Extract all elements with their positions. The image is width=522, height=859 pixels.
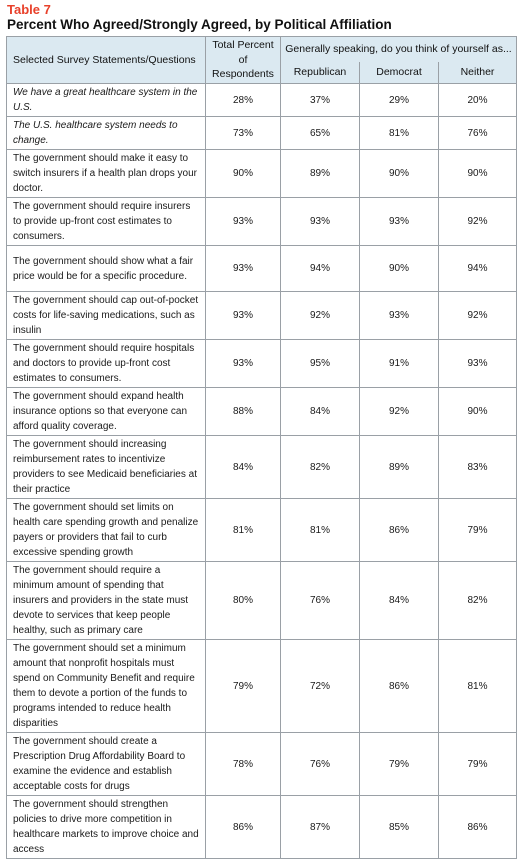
republican-cell: 37%: [280, 83, 360, 117]
democrat-cell: 84%: [359, 561, 439, 640]
total-cell: 28%: [205, 83, 281, 117]
republican-cell: 93%: [280, 197, 360, 246]
republican-cell: 65%: [280, 116, 360, 150]
table-row: The government should increasing reimbur…: [6, 435, 517, 499]
republican-cell: 87%: [280, 795, 360, 859]
total-cell: 84%: [205, 435, 281, 499]
total-cell: 93%: [205, 245, 281, 292]
neither-cell: 90%: [438, 149, 517, 198]
table-row: The government should require hospitals …: [6, 339, 517, 388]
statement-cell: The government should make it easy to sw…: [6, 149, 206, 198]
neither-cell: 93%: [438, 339, 517, 388]
neither-cell: 92%: [438, 291, 517, 340]
democrat-cell: 89%: [359, 435, 439, 499]
democrat-cell: 86%: [359, 498, 439, 562]
table-title: Percent Who Agreed/Strongly Agreed, by P…: [7, 17, 392, 32]
statement-cell: The government should strengthen policie…: [6, 795, 206, 859]
statement-cell: The government should require a minimum …: [6, 561, 206, 640]
table-row: The government should set a minimum amou…: [6, 639, 517, 733]
total-cell: 93%: [205, 197, 281, 246]
total-cell: 88%: [205, 387, 281, 436]
table-row: The government should make it easy to sw…: [6, 149, 517, 198]
neither-cell: 79%: [438, 498, 517, 562]
democrat-cell: 93%: [359, 291, 439, 340]
total-cell: 78%: [205, 732, 281, 796]
republican-cell: 82%: [280, 435, 360, 499]
table-row: The government should require insurers t…: [6, 197, 517, 246]
neither-cell: 83%: [438, 435, 517, 499]
total-cell: 81%: [205, 498, 281, 562]
header-total: Total Percent of Respondents: [205, 36, 281, 84]
statement-cell: The government should require hospitals …: [6, 339, 206, 388]
democrat-cell: 90%: [359, 149, 439, 198]
neither-cell: 92%: [438, 197, 517, 246]
neither-cell: 81%: [438, 639, 517, 733]
democrat-cell: 81%: [359, 116, 439, 150]
republican-cell: 95%: [280, 339, 360, 388]
republican-cell: 84%: [280, 387, 360, 436]
democrat-cell: 85%: [359, 795, 439, 859]
header-statement: Selected Survey Statements/Questions: [6, 36, 206, 84]
neither-cell: 79%: [438, 732, 517, 796]
table-row: We have a great healthcare system in the…: [6, 83, 517, 117]
democrat-cell: 92%: [359, 387, 439, 436]
neither-cell: 94%: [438, 245, 517, 292]
table-row: The government should set limits on heal…: [6, 498, 517, 562]
republican-cell: 89%: [280, 149, 360, 198]
neither-cell: 86%: [438, 795, 517, 859]
democrat-cell: 91%: [359, 339, 439, 388]
table-row: The government should require a minimum …: [6, 561, 517, 640]
republican-cell: 72%: [280, 639, 360, 733]
republican-cell: 76%: [280, 561, 360, 640]
survey-table: Selected Survey Statements/Questions Tot…: [6, 36, 517, 859]
statement-cell: The government should create a Prescript…: [6, 732, 206, 796]
republican-cell: 92%: [280, 291, 360, 340]
neither-cell: 82%: [438, 561, 517, 640]
total-cell: 79%: [205, 639, 281, 733]
statement-cell: The government should show what a fair p…: [6, 245, 206, 292]
total-cell: 90%: [205, 149, 281, 198]
header-democrat: Democrat: [359, 61, 439, 84]
total-cell: 93%: [205, 339, 281, 388]
header-republican: Republican: [280, 61, 360, 84]
table-row: The government should strengthen policie…: [6, 795, 517, 859]
table-row: The government should cap out-of-pocket …: [6, 291, 517, 340]
statement-cell: The government should set limits on heal…: [6, 498, 206, 562]
neither-cell: 90%: [438, 387, 517, 436]
democrat-cell: 29%: [359, 83, 439, 117]
democrat-cell: 86%: [359, 639, 439, 733]
democrat-cell: 93%: [359, 197, 439, 246]
table-label: Table 7: [7, 2, 51, 17]
republican-cell: 94%: [280, 245, 360, 292]
total-cell: 86%: [205, 795, 281, 859]
democrat-cell: 79%: [359, 732, 439, 796]
statement-cell: The U.S. healthcare system needs to chan…: [6, 116, 206, 150]
neither-cell: 76%: [438, 116, 517, 150]
statement-cell: The government should require insurers t…: [6, 197, 206, 246]
total-cell: 80%: [205, 561, 281, 640]
statement-cell: The government should cap out-of-pocket …: [6, 291, 206, 340]
neither-cell: 20%: [438, 83, 517, 117]
statement-cell: The government should expand health insu…: [6, 387, 206, 436]
table-row: The government should show what a fair p…: [6, 245, 517, 292]
header-affiliation-group: Generally speaking, do you think of your…: [280, 36, 517, 62]
table-row: The government should expand health insu…: [6, 387, 517, 436]
democrat-cell: 90%: [359, 245, 439, 292]
republican-cell: 81%: [280, 498, 360, 562]
total-cell: 73%: [205, 116, 281, 150]
table-row: The U.S. healthcare system needs to chan…: [6, 116, 517, 150]
statement-cell: The government should set a minimum amou…: [6, 639, 206, 733]
statement-cell: We have a great healthcare system in the…: [6, 83, 206, 117]
header-neither: Neither: [438, 61, 517, 84]
statement-cell: The government should increasing reimbur…: [6, 435, 206, 499]
republican-cell: 76%: [280, 732, 360, 796]
total-cell: 93%: [205, 291, 281, 340]
table-row: The government should create a Prescript…: [6, 732, 517, 796]
